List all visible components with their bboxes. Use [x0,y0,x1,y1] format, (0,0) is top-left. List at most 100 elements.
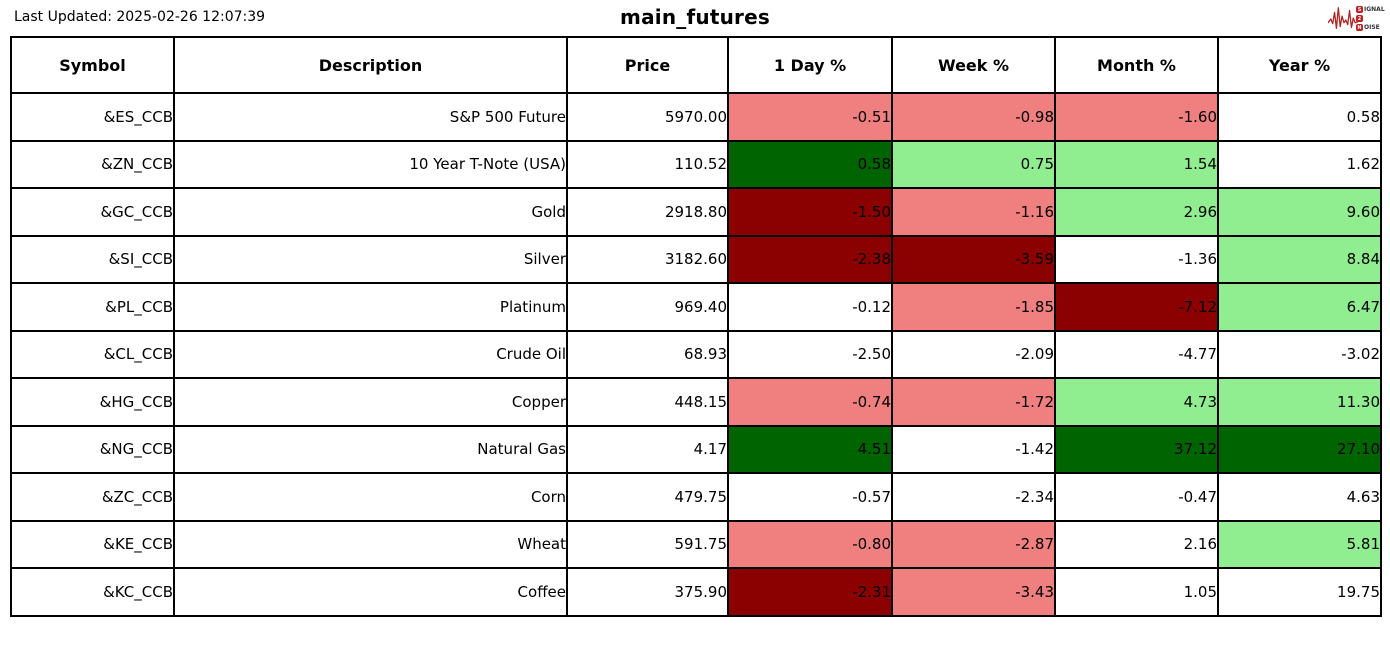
table-row: &HG_CCB Copper 448.15 -0.74 -1.72 4.73 1… [10,377,1382,427]
week-pct-cell: -2.09 [891,329,1056,379]
description-cell: Silver [173,234,568,284]
price-cell: 448.15 [566,377,729,427]
symbol-cell: &KC_CCB [10,567,175,617]
week-pct-cell: -2.34 [891,472,1056,522]
logo-text: S IGNAL 2 N OISE [1356,6,1385,32]
day-pct-cell: -2.31 [727,567,893,617]
page-title: main_futures [620,5,770,29]
symbol-cell: &KE_CCB [10,519,175,569]
price-cell: 2918.80 [566,187,729,237]
month-pct-cell: 2.96 [1054,187,1219,237]
year-pct-cell: -3.02 [1217,329,1382,379]
price-cell: 3182.60 [566,234,729,284]
year-pct-cell: 27.10 [1217,424,1382,474]
month-pct-cell: -1.36 [1054,234,1219,284]
table-row: &ZN_CCB 10 Year T-Note (USA) 110.52 0.58… [10,139,1382,189]
col-header-symbol: Symbol [10,36,175,94]
table-row: &CL_CCB Crude Oil 68.93 -2.50 -2.09 -4.7… [10,329,1382,379]
year-pct-cell: 1.62 [1217,139,1382,189]
year-pct-cell: 9.60 [1217,187,1382,237]
day-pct-cell: -0.57 [727,472,893,522]
description-cell: Gold [173,187,568,237]
signal2noise-logo: S IGNAL 2 N OISE [1328,2,1386,35]
logo-badge-2: 2 [1356,15,1363,22]
day-pct-cell: -0.51 [727,92,893,142]
month-pct-cell: -1.60 [1054,92,1219,142]
col-header-year: Year % [1217,36,1382,94]
description-cell: Copper [173,377,568,427]
month-pct-cell: -7.12 [1054,282,1219,332]
logo-badge-s: S [1356,6,1363,13]
futures-table: Symbol Description Price 1 Day % Week % … [10,36,1382,617]
price-cell: 479.75 [566,472,729,522]
last-updated-text: Last Updated: 2025-02-26 12:07:39 [14,9,266,25]
month-pct-cell: 37.12 [1054,424,1219,474]
description-cell: Coffee [173,567,568,617]
week-pct-cell: -1.16 [891,187,1056,237]
price-cell: 591.75 [566,519,729,569]
day-pct-cell: -0.80 [727,519,893,569]
price-cell: 4.17 [566,424,729,474]
week-pct-cell: -3.43 [891,567,1056,617]
description-cell: Platinum [173,282,568,332]
description-cell: 10 Year T-Note (USA) [173,139,568,189]
table-row: &ES_CCB S&P 500 Future 5970.00 -0.51 -0.… [10,92,1382,142]
description-cell: Corn [173,472,568,522]
col-header-week: Week % [891,36,1056,94]
col-header-price: Price [566,36,729,94]
month-pct-cell: -4.77 [1054,329,1219,379]
symbol-cell: &NG_CCB [10,424,175,474]
symbol-cell: &GC_CCB [10,187,175,237]
header-row: Symbol Description Price 1 Day % Week % … [10,36,1382,94]
logo-badge-n: N [1356,24,1363,31]
logo-word-noise: OISE [1364,24,1380,31]
symbol-cell: &PL_CCB [10,282,175,332]
table-row: &KC_CCB Coffee 375.90 -2.31 -3.43 1.05 1… [10,567,1382,617]
year-pct-cell: 19.75 [1217,567,1382,617]
year-pct-cell: 5.81 [1217,519,1382,569]
day-pct-cell: 0.58 [727,139,893,189]
logo-word-signal: IGNAL [1364,6,1385,13]
table-row: &SI_CCB Silver 3182.60 -2.38 -3.59 -1.36… [10,234,1382,284]
week-pct-cell: -3.59 [891,234,1056,284]
description-cell: S&P 500 Future [173,92,568,142]
price-cell: 5970.00 [566,92,729,142]
price-cell: 68.93 [566,329,729,379]
symbol-cell: &SI_CCB [10,234,175,284]
year-pct-cell: 11.30 [1217,377,1382,427]
col-header-1day: 1 Day % [727,36,893,94]
symbol-cell: &HG_CCB [10,377,175,427]
day-pct-cell: -2.50 [727,329,893,379]
day-pct-cell: -1.50 [727,187,893,237]
waveform-icon [1328,6,1358,29]
month-pct-cell: 1.05 [1054,567,1219,617]
table-row: &ZC_CCB Corn 479.75 -0.57 -2.34 -0.47 4.… [10,472,1382,522]
day-pct-cell: -0.74 [727,377,893,427]
description-cell: Wheat [173,519,568,569]
week-pct-cell: -0.98 [891,92,1056,142]
col-header-description: Description [173,36,568,94]
table-row: &GC_CCB Gold 2918.80 -1.50 -1.16 2.96 9.… [10,187,1382,237]
week-pct-cell: -2.87 [891,519,1056,569]
year-pct-cell: 6.47 [1217,282,1382,332]
symbol-cell: &ZN_CCB [10,139,175,189]
day-pct-cell: 4.51 [727,424,893,474]
table-row: &KE_CCB Wheat 591.75 -0.80 -2.87 2.16 5.… [10,519,1382,569]
month-pct-cell: 1.54 [1054,139,1219,189]
year-pct-cell: 4.63 [1217,472,1382,522]
table-row: &PL_CCB Platinum 969.40 -0.12 -1.85 -7.1… [10,282,1382,332]
description-cell: Natural Gas [173,424,568,474]
description-cell: Crude Oil [173,329,568,379]
week-pct-cell: -1.85 [891,282,1056,332]
month-pct-cell: -0.47 [1054,472,1219,522]
price-cell: 110.52 [566,139,729,189]
table-row: &NG_CCB Natural Gas 4.17 4.51 -1.42 37.1… [10,424,1382,474]
week-pct-cell: 0.75 [891,139,1056,189]
col-header-month: Month % [1054,36,1219,94]
symbol-cell: &ZC_CCB [10,472,175,522]
day-pct-cell: -2.38 [727,234,893,284]
week-pct-cell: -1.42 [891,424,1056,474]
year-pct-cell: 0.58 [1217,92,1382,142]
month-pct-cell: 2.16 [1054,519,1219,569]
year-pct-cell: 8.84 [1217,234,1382,284]
